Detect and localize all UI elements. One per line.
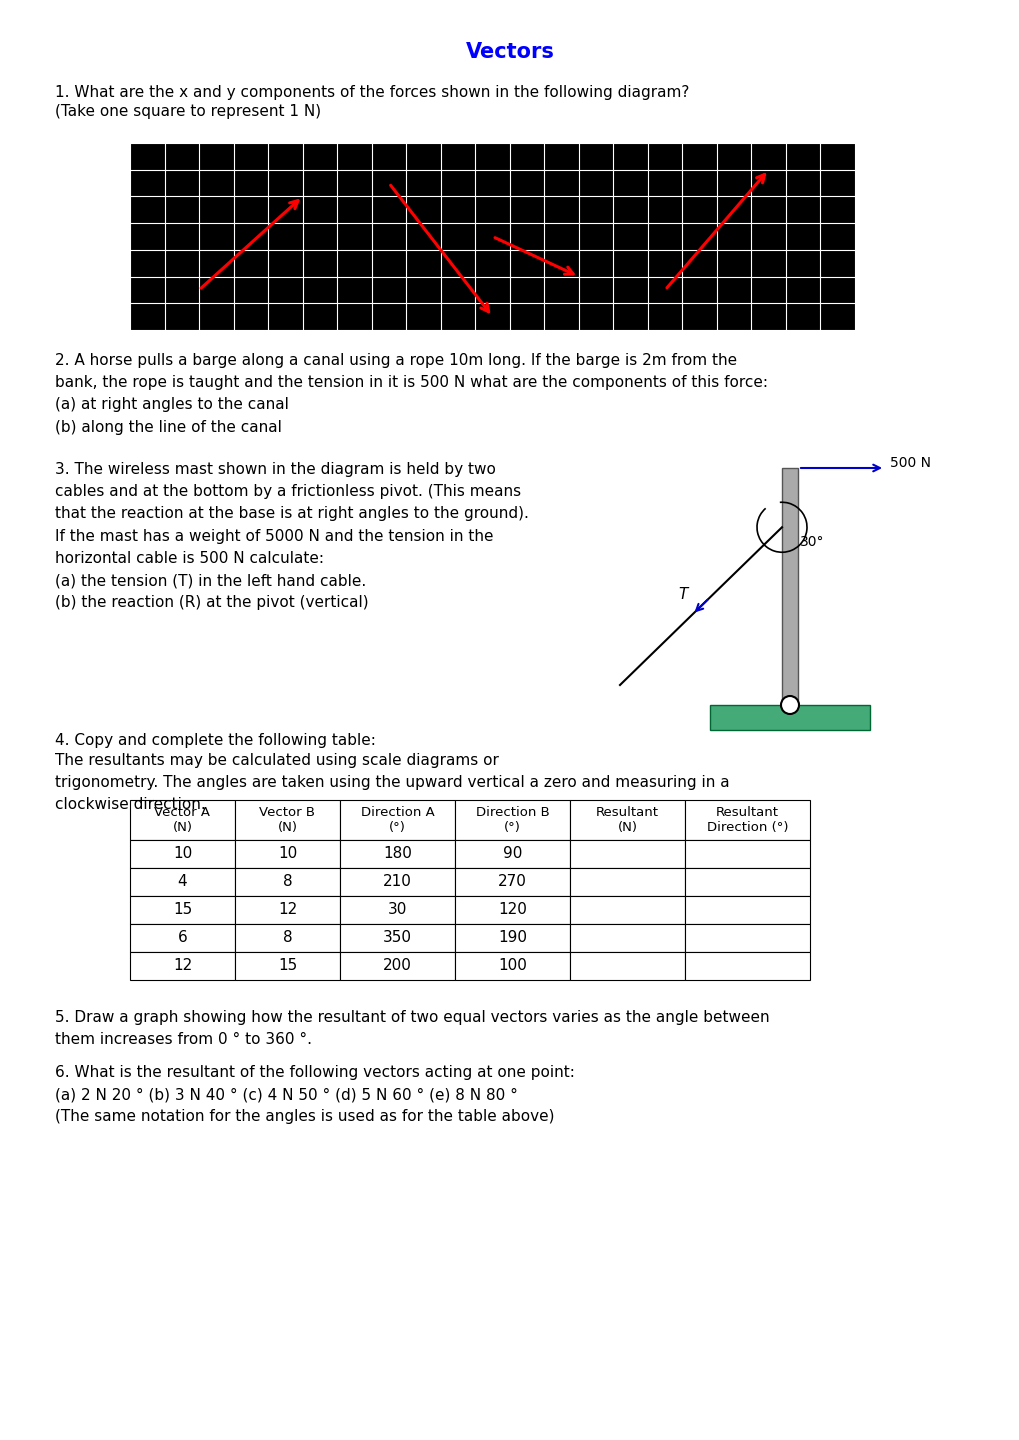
- Bar: [234, 924, 339, 952]
- Bar: [685, 896, 809, 924]
- Text: 5. Draw a graph showing how the resultant of two equal vectors varies as the ang: 5. Draw a graph showing how the resultan…: [55, 1009, 769, 1047]
- Bar: [129, 896, 234, 924]
- Text: Direction A
(°): Direction A (°): [361, 806, 434, 834]
- Bar: [570, 801, 685, 840]
- Text: 3. The wireless mast shown in the diagram is held by two
cables and at the botto: 3. The wireless mast shown in the diagra…: [55, 462, 529, 611]
- Text: 15: 15: [277, 959, 297, 973]
- Text: 12: 12: [172, 959, 192, 973]
- Bar: [570, 868, 685, 896]
- Bar: [454, 868, 570, 896]
- Bar: [782, 468, 797, 706]
- Text: 210: 210: [383, 874, 412, 890]
- Text: Resultant
(N): Resultant (N): [595, 806, 658, 834]
- Text: 2. A horse pulls a barge along a canal using a rope 10m long. If the barge is 2m: 2. A horse pulls a barge along a canal u…: [55, 353, 767, 435]
- Bar: [234, 868, 339, 896]
- Bar: [454, 924, 570, 952]
- Text: Vector A
(N): Vector A (N): [154, 806, 210, 834]
- Bar: [570, 896, 685, 924]
- Bar: [234, 896, 339, 924]
- Text: T: T: [678, 586, 687, 602]
- Text: 10: 10: [277, 847, 297, 861]
- Bar: [685, 868, 809, 896]
- Bar: [570, 840, 685, 868]
- Text: 8: 8: [282, 874, 292, 890]
- Bar: [339, 896, 454, 924]
- Bar: [570, 952, 685, 981]
- Text: 90: 90: [502, 847, 522, 861]
- Bar: [234, 801, 339, 840]
- Bar: [709, 706, 869, 730]
- Text: 180: 180: [383, 847, 412, 861]
- Text: 120: 120: [497, 903, 527, 917]
- Text: 15: 15: [172, 903, 192, 917]
- Bar: [129, 952, 234, 981]
- Bar: [129, 924, 234, 952]
- Bar: [685, 840, 809, 868]
- Text: 190: 190: [497, 930, 527, 946]
- Bar: [454, 801, 570, 840]
- Bar: [685, 952, 809, 981]
- Circle shape: [781, 696, 798, 714]
- Bar: [129, 143, 854, 330]
- Text: 8: 8: [282, 930, 292, 946]
- Text: (Take one square to represent 1 N): (Take one square to represent 1 N): [55, 104, 321, 120]
- Bar: [454, 952, 570, 981]
- Text: 500 N: 500 N: [890, 456, 930, 469]
- Text: 4: 4: [177, 874, 187, 890]
- Bar: [685, 801, 809, 840]
- Bar: [339, 840, 454, 868]
- Bar: [339, 952, 454, 981]
- Bar: [454, 840, 570, 868]
- Text: 270: 270: [497, 874, 527, 890]
- Text: 1. What are the x and y components of the forces shown in the following diagram?: 1. What are the x and y components of th…: [55, 85, 689, 99]
- Bar: [234, 952, 339, 981]
- Text: 100: 100: [497, 959, 527, 973]
- Text: Vector B
(N): Vector B (N): [259, 806, 315, 834]
- Bar: [129, 801, 234, 840]
- Text: 200: 200: [383, 959, 412, 973]
- Text: 30°: 30°: [799, 536, 823, 549]
- Bar: [570, 924, 685, 952]
- Bar: [129, 868, 234, 896]
- Bar: [339, 801, 454, 840]
- Text: 10: 10: [172, 847, 192, 861]
- Text: Resultant
Direction (°): Resultant Direction (°): [706, 806, 788, 834]
- Text: 350: 350: [382, 930, 412, 946]
- Bar: [454, 896, 570, 924]
- Bar: [339, 868, 454, 896]
- Bar: [685, 924, 809, 952]
- Text: 30: 30: [387, 903, 407, 917]
- Text: Direction B
(°): Direction B (°): [475, 806, 549, 834]
- Text: 6: 6: [177, 930, 187, 946]
- Text: The resultants may be calculated using scale diagrams or
trigonometry. The angle: The resultants may be calculated using s…: [55, 753, 729, 812]
- Text: Vectors: Vectors: [465, 42, 554, 62]
- Bar: [129, 840, 234, 868]
- Bar: [339, 924, 454, 952]
- Bar: [234, 840, 339, 868]
- Text: 6. What is the resultant of the following vectors acting at one point:
(a) 2 N 2: 6. What is the resultant of the followin…: [55, 1066, 575, 1125]
- Text: 12: 12: [277, 903, 297, 917]
- Text: 4. Copy and complete the following table:: 4. Copy and complete the following table…: [55, 733, 376, 747]
